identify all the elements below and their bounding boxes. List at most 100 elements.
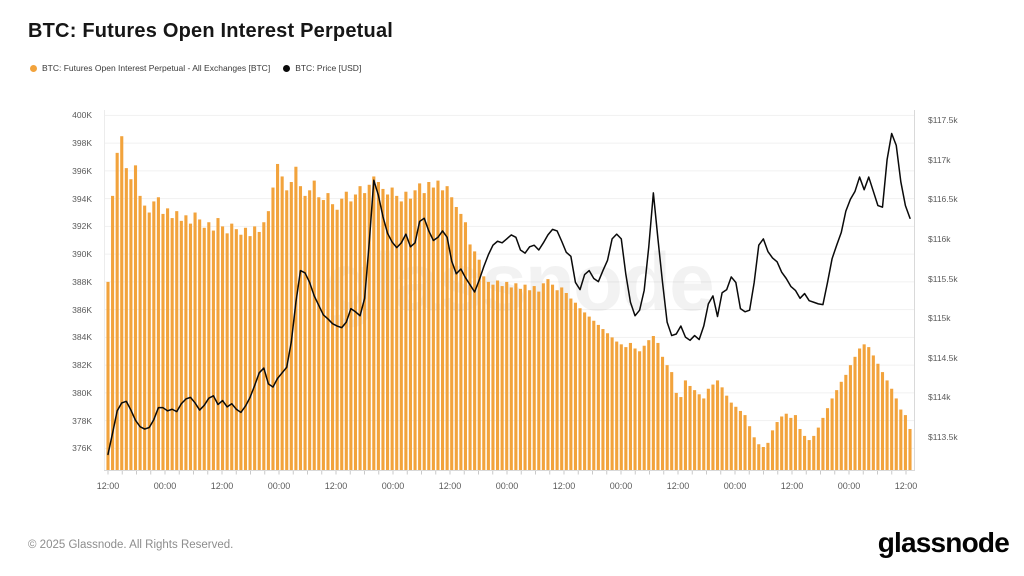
oi-bar[interactable] xyxy=(331,204,335,470)
oi-bar[interactable] xyxy=(184,215,188,470)
oi-bar[interactable] xyxy=(106,281,110,470)
oi-bar[interactable] xyxy=(353,194,358,470)
oi-bar[interactable] xyxy=(111,195,115,470)
oi-bar[interactable] xyxy=(858,348,862,471)
oi-bar[interactable] xyxy=(876,363,880,470)
oi-bar[interactable] xyxy=(573,302,577,470)
oi-bar[interactable] xyxy=(340,198,344,470)
oi-bar[interactable] xyxy=(372,176,376,470)
oi-bar[interactable] xyxy=(115,152,119,471)
oi-bar[interactable] xyxy=(166,208,170,471)
oi-bar[interactable] xyxy=(505,281,509,470)
oi-bar[interactable] xyxy=(537,291,541,470)
oi-bar[interactable] xyxy=(848,365,852,470)
oi-bar[interactable] xyxy=(555,290,559,470)
oi-bar[interactable] xyxy=(271,187,275,471)
oi-bar[interactable] xyxy=(706,388,710,470)
oi-bar[interactable] xyxy=(541,283,545,470)
oi-bar[interactable] xyxy=(509,287,513,470)
oi-bar[interactable] xyxy=(175,211,179,470)
oi-bar[interactable] xyxy=(679,397,683,470)
oi-bar[interactable] xyxy=(903,415,907,470)
oi-bar[interactable] xyxy=(803,435,807,470)
oi-bar[interactable] xyxy=(729,402,733,470)
oi-bar[interactable] xyxy=(528,290,532,470)
oi-bar[interactable] xyxy=(179,220,183,470)
oi-bar[interactable] xyxy=(312,180,316,471)
oi-bar[interactable] xyxy=(349,201,353,471)
oi-bar[interactable] xyxy=(491,284,495,470)
oi-bar[interactable] xyxy=(170,218,174,470)
oi-bar[interactable] xyxy=(188,223,193,470)
oi-bar[interactable] xyxy=(789,417,793,470)
oi-bar[interactable] xyxy=(761,447,765,470)
legend-item-price[interactable]: BTC: Price [USD] xyxy=(283,63,361,73)
oi-bar[interactable] xyxy=(596,324,600,470)
chart-plot-area[interactable]: glassnode xyxy=(104,110,915,476)
oi-bar[interactable] xyxy=(821,417,825,470)
oi-bar[interactable] xyxy=(486,281,490,470)
oi-bar[interactable] xyxy=(367,184,371,471)
oi-bar[interactable] xyxy=(592,320,596,470)
oi-bar[interactable] xyxy=(289,182,293,470)
oi-bar[interactable] xyxy=(317,197,321,470)
oi-bar[interactable] xyxy=(225,233,229,470)
oi-bar[interactable] xyxy=(775,422,779,470)
oi-bar[interactable] xyxy=(807,440,811,470)
oi-bar[interactable] xyxy=(550,284,555,470)
oi-bar[interactable] xyxy=(770,430,775,470)
oi-bar[interactable] xyxy=(413,190,417,470)
oi-bar[interactable] xyxy=(651,336,655,470)
oi-bar[interactable] xyxy=(495,280,500,470)
oi-bar[interactable] xyxy=(454,206,458,470)
oi-bar[interactable] xyxy=(326,193,330,470)
oi-bar[interactable] xyxy=(894,398,898,470)
oi-bar[interactable] xyxy=(243,227,248,470)
oi-bar[interactable] xyxy=(308,190,312,470)
oi-bar[interactable] xyxy=(890,388,894,470)
oi-bar[interactable] xyxy=(583,312,587,470)
oi-bar[interactable] xyxy=(500,286,504,470)
oi-bar[interactable] xyxy=(560,287,564,470)
oi-bar[interactable] xyxy=(482,276,486,470)
oi-bar[interactable] xyxy=(615,341,619,470)
oi-bar[interactable] xyxy=(697,394,701,470)
oi-bar[interactable] xyxy=(688,385,692,470)
oi-bar[interactable] xyxy=(147,212,151,471)
oi-bar[interactable] xyxy=(610,337,614,470)
oi-bar[interactable] xyxy=(830,398,834,470)
oi-bar[interactable] xyxy=(523,284,527,470)
oi-bar[interactable] xyxy=(908,428,912,470)
oi-bar[interactable] xyxy=(202,227,206,470)
oi-bar[interactable] xyxy=(358,186,362,470)
oi-bar[interactable] xyxy=(738,410,742,470)
oi-bar[interactable] xyxy=(473,251,477,470)
oi-bar[interactable] xyxy=(899,409,903,470)
oi-bar[interactable] xyxy=(812,435,816,470)
oi-bar[interactable] xyxy=(156,197,160,470)
oi-bar[interactable] xyxy=(276,163,280,470)
oi-bar[interactable] xyxy=(193,212,197,471)
oi-bar[interactable] xyxy=(216,218,220,470)
oi-bar[interactable] xyxy=(693,390,697,470)
legend-item-open-interest[interactable]: BTC: Futures Open Interest Perpetual - A… xyxy=(30,63,270,73)
oi-bar[interactable] xyxy=(514,283,518,470)
oi-bar[interactable] xyxy=(619,344,623,470)
oi-bar[interactable] xyxy=(418,183,422,470)
oi-bar[interactable] xyxy=(230,223,234,470)
oi-bar[interactable] xyxy=(477,259,481,470)
oi-bar[interactable] xyxy=(816,427,820,470)
oi-bar[interactable] xyxy=(628,342,632,470)
oi-bar[interactable] xyxy=(844,374,848,470)
oi-bar[interactable] xyxy=(587,316,591,470)
oi-bar[interactable] xyxy=(871,355,875,470)
oi-bar[interactable] xyxy=(234,229,238,470)
oi-bar[interactable] xyxy=(395,195,399,470)
oi-bar[interactable] xyxy=(793,415,797,470)
oi-bar[interactable] xyxy=(885,380,889,470)
oi-bar[interactable] xyxy=(780,416,784,470)
oi-bar[interactable] xyxy=(459,213,463,470)
oi-bar[interactable] xyxy=(734,406,738,470)
oi-bar[interactable] xyxy=(835,390,839,470)
oi-bar[interactable] xyxy=(266,211,270,470)
